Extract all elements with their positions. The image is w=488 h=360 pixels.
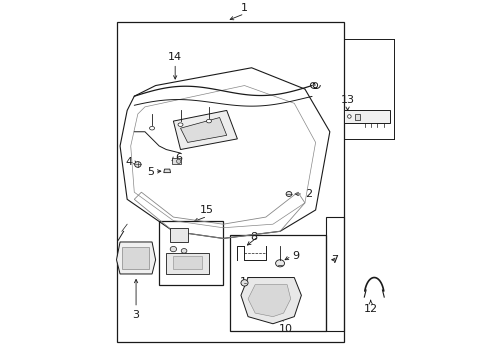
- Text: 14: 14: [168, 53, 182, 62]
- Text: 15: 15: [200, 205, 214, 215]
- Ellipse shape: [241, 280, 247, 286]
- Text: 12: 12: [363, 304, 377, 314]
- Text: 10: 10: [278, 324, 292, 334]
- Text: 6: 6: [175, 153, 182, 163]
- Bar: [122, 247, 148, 269]
- Bar: [325, 217, 344, 331]
- Ellipse shape: [206, 119, 211, 123]
- Polygon shape: [247, 285, 290, 317]
- Bar: [171, 158, 180, 165]
- Ellipse shape: [178, 123, 183, 126]
- Bar: [159, 221, 223, 285]
- Text: 7: 7: [331, 255, 338, 265]
- Text: 3: 3: [132, 310, 139, 320]
- Text: 1: 1: [241, 3, 247, 13]
- Ellipse shape: [347, 115, 350, 118]
- Text: 4: 4: [125, 157, 132, 167]
- Bar: [173, 256, 202, 269]
- Text: 9: 9: [292, 251, 299, 261]
- Bar: [230, 235, 325, 331]
- Polygon shape: [116, 242, 155, 274]
- Polygon shape: [173, 111, 237, 149]
- Text: 11: 11: [239, 277, 253, 287]
- Polygon shape: [180, 117, 226, 143]
- Ellipse shape: [149, 126, 154, 130]
- Text: 5: 5: [146, 167, 154, 176]
- Bar: [169, 228, 187, 242]
- Ellipse shape: [285, 192, 291, 197]
- Ellipse shape: [275, 260, 284, 267]
- Bar: [116, 22, 344, 342]
- Bar: [344, 111, 389, 123]
- Polygon shape: [120, 68, 329, 238]
- Text: 8: 8: [249, 231, 256, 242]
- Text: 13: 13: [340, 95, 354, 105]
- Bar: [354, 114, 359, 120]
- Ellipse shape: [181, 248, 186, 253]
- Polygon shape: [163, 169, 170, 173]
- Ellipse shape: [134, 162, 141, 167]
- Bar: [166, 253, 208, 274]
- Ellipse shape: [176, 159, 181, 163]
- Text: 2: 2: [305, 189, 311, 199]
- Polygon shape: [241, 278, 301, 324]
- Ellipse shape: [170, 247, 176, 252]
